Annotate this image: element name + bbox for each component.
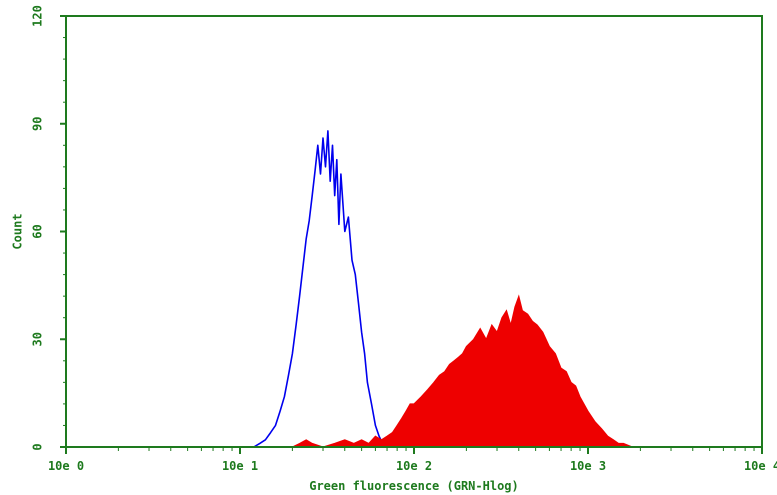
series-1-filled-histogram <box>292 294 633 448</box>
x-tick-label: 10e 4 <box>744 459 777 473</box>
x-tick-label: 10e 1 <box>222 459 258 473</box>
x-axis-title: Green fluorescence (GRN-Hlog) <box>309 479 519 493</box>
plot-frame <box>65 15 763 448</box>
x-tick-label: 10e 2 <box>396 459 432 473</box>
plot-axes <box>60 15 763 454</box>
plot-data <box>253 130 633 448</box>
y-axis-title: Count <box>11 213 25 249</box>
axis-labels: 0 30 60 90 120 10e 0 10e 1 10e 2 10e 3 10e 4 Count… <box>11 5 777 493</box>
x-tick-label: 10e 0 <box>48 459 84 473</box>
y-tick-label: 120 <box>31 5 45 27</box>
x-tick-label: 10e 3 <box>570 459 606 473</box>
y-tick-label: 90 <box>31 117 45 131</box>
y-tick-label: 30 <box>31 332 45 346</box>
y-tick-label: 60 <box>31 224 45 238</box>
series-0-outline-histogram <box>253 130 388 448</box>
y-tick-label: 0 <box>31 443 45 450</box>
